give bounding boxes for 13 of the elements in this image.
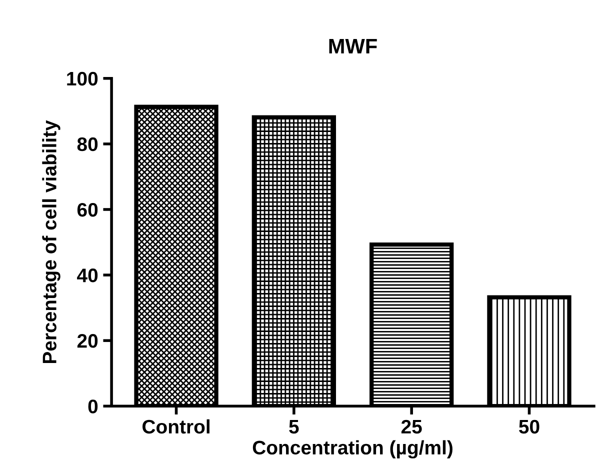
x-tick-label: 25 (401, 420, 422, 434)
chart-title: MWF (329, 39, 377, 54)
y-axis-title: Percentage of cell viability (42, 120, 60, 364)
y-tick-label: 20 (77, 334, 98, 348)
x-axis-title: Concentration (µg/ml) (252, 440, 452, 458)
y-tick-label: 40 (77, 268, 98, 282)
y-tick-label: 60 (77, 202, 98, 217)
x-tick-label: 50 (519, 420, 540, 434)
x-tick-label: Control (142, 419, 210, 434)
x-tick-label: 5 (289, 420, 299, 434)
y-tick-label: 0 (88, 400, 98, 414)
y-tick-label: 100 (67, 72, 98, 86)
y-tick-label: 80 (77, 137, 98, 152)
